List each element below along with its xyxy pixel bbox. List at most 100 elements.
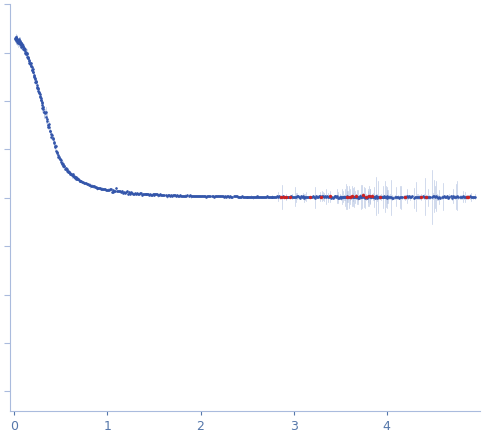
- Point: [395, 194, 403, 201]
- Point: [31, 75, 39, 82]
- Point: [40, 108, 48, 115]
- Point: [265, 193, 272, 200]
- Point: [18, 42, 26, 49]
- Point: [55, 153, 63, 160]
- Point: [213, 193, 221, 200]
- Point: [339, 193, 347, 200]
- Point: [114, 187, 122, 194]
- Point: [49, 136, 57, 143]
- Point: [33, 82, 41, 89]
- Point: [219, 193, 227, 200]
- Point: [263, 193, 271, 200]
- Point: [43, 115, 50, 122]
- Point: [242, 193, 250, 200]
- Point: [181, 192, 188, 199]
- Point: [212, 193, 220, 200]
- Point: [122, 189, 130, 196]
- Point: [23, 51, 31, 58]
- Point: [36, 94, 44, 101]
- Point: [243, 194, 251, 201]
- Point: [248, 193, 256, 200]
- Point: [119, 189, 127, 196]
- Point: [336, 193, 344, 200]
- Point: [86, 182, 94, 189]
- Point: [233, 193, 241, 200]
- Point: [70, 173, 77, 180]
- Point: [93, 184, 101, 191]
- Point: [288, 193, 296, 200]
- Point: [469, 194, 477, 201]
- Point: [15, 40, 23, 47]
- Point: [364, 193, 372, 200]
- Point: [323, 193, 331, 200]
- Point: [291, 193, 299, 200]
- Point: [95, 184, 103, 191]
- Point: [362, 193, 369, 200]
- Point: [147, 191, 155, 198]
- Point: [362, 194, 370, 201]
- Point: [333, 193, 340, 200]
- Point: [90, 183, 98, 190]
- Point: [23, 50, 30, 57]
- Point: [63, 167, 71, 174]
- Point: [50, 138, 58, 145]
- Point: [352, 193, 360, 200]
- Point: [343, 193, 350, 200]
- Point: [31, 78, 39, 85]
- Point: [234, 193, 242, 200]
- Point: [264, 193, 272, 200]
- Point: [37, 97, 45, 104]
- Point: [124, 190, 132, 197]
- Point: [45, 121, 53, 128]
- Point: [32, 79, 40, 86]
- Point: [464, 193, 471, 200]
- Point: [171, 191, 179, 198]
- Point: [250, 194, 257, 201]
- Point: [17, 40, 25, 47]
- Point: [433, 194, 441, 201]
- Point: [13, 37, 21, 44]
- Point: [285, 194, 292, 201]
- Point: [457, 194, 465, 201]
- Point: [27, 62, 35, 69]
- Point: [22, 49, 30, 56]
- Point: [51, 143, 59, 150]
- Point: [33, 83, 41, 90]
- Point: [378, 193, 385, 200]
- Point: [24, 54, 31, 61]
- Point: [12, 36, 19, 43]
- Point: [74, 175, 81, 182]
- Point: [111, 187, 119, 194]
- Point: [345, 194, 353, 201]
- Point: [165, 192, 172, 199]
- Point: [183, 192, 191, 199]
- Point: [69, 171, 76, 178]
- Point: [144, 191, 151, 198]
- Point: [72, 174, 80, 181]
- Point: [52, 147, 60, 154]
- Point: [380, 194, 388, 201]
- Point: [368, 193, 376, 200]
- Point: [360, 194, 368, 201]
- Point: [361, 194, 369, 201]
- Point: [39, 104, 47, 111]
- Point: [143, 191, 151, 198]
- Point: [439, 193, 447, 200]
- Point: [30, 73, 37, 80]
- Point: [376, 194, 383, 201]
- Point: [169, 192, 177, 199]
- Point: [375, 194, 383, 201]
- Point: [319, 192, 327, 199]
- Point: [198, 192, 206, 199]
- Point: [358, 193, 366, 200]
- Point: [347, 194, 354, 201]
- Point: [15, 39, 23, 46]
- Point: [416, 193, 424, 200]
- Point: [26, 59, 33, 66]
- Point: [12, 36, 20, 43]
- Point: [334, 194, 342, 201]
- Point: [121, 189, 129, 196]
- Point: [50, 140, 58, 147]
- Point: [17, 40, 25, 47]
- Point: [381, 193, 389, 200]
